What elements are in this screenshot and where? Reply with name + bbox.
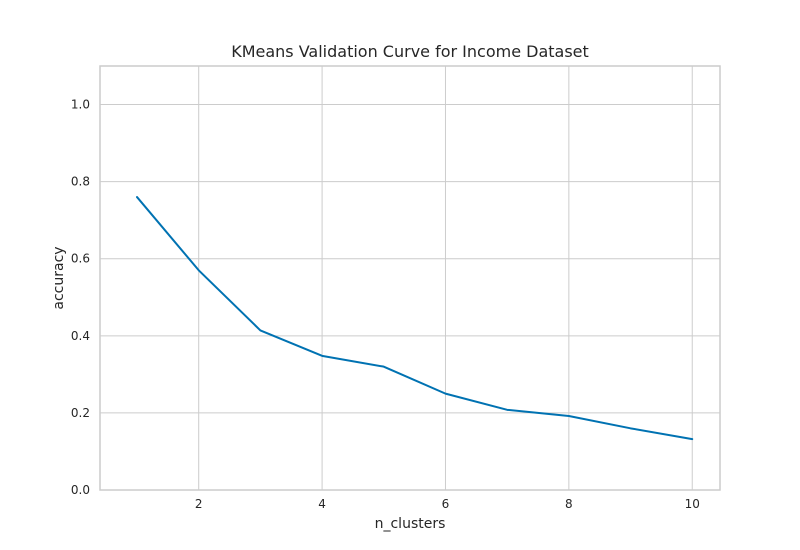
grid-lines [100,66,720,490]
plot-frame [99,65,721,491]
x-tick-label: 4 [318,497,326,511]
y-tick-label: 0.4 [71,329,90,343]
y-tick-label: 1.0 [71,98,90,112]
x-tick-labels: 2 4 6 8 10 [195,497,700,511]
y-tick-labels: 0.0 0.2 0.4 0.6 0.8 1.0 [71,98,90,497]
chart-title: KMeans Validation Curve for Income Datas… [231,42,589,61]
y-axis-label: accuracy [51,246,67,309]
y-tick-label: 0.8 [71,175,90,189]
x-tick-label: 6 [442,497,450,511]
y-tick-label: 0.2 [71,406,90,420]
x-tick-label: 8 [565,497,573,511]
series-line-1 [136,196,694,441]
y-tick-label: 0.6 [71,252,90,266]
y-tick-label: 0.0 [71,483,90,497]
series-layer [136,196,694,441]
x-tick-label: 10 [685,497,700,511]
x-tick-label: 2 [195,497,203,511]
x-axis-label: n_clusters [375,516,446,532]
